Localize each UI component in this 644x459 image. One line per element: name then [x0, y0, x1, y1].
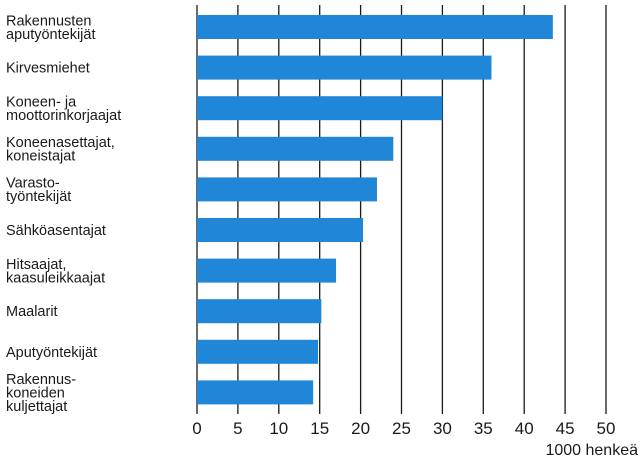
category-label: Sähköasentajat	[6, 223, 106, 239]
x-tick-label: 45	[556, 419, 575, 438]
x-axis-unit-label: 1000 henkeä	[545, 442, 638, 459]
bar	[197, 55, 492, 80]
bars	[197, 15, 553, 405]
category-label: Rakennusten aputyöntekijät	[6, 13, 95, 43]
bar	[197, 96, 443, 121]
category-label: Rakennus-koneiden kuljettajat	[6, 372, 76, 415]
category-label: Koneenasettajat, koneistajat	[6, 135, 115, 165]
category-label: Aputyöntekijät	[6, 345, 97, 361]
x-tick-label: 50	[597, 419, 616, 438]
category-label: Koneen- ja moottorinkorjaajat	[6, 94, 121, 124]
x-tick-label: 15	[310, 419, 329, 438]
x-tick-label: 20	[351, 419, 370, 438]
bar	[197, 136, 394, 161]
x-tick-label: 5	[233, 419, 242, 438]
x-tick-label: 0	[192, 419, 201, 438]
category-label: Kirvesmiehet	[6, 61, 90, 77]
x-tick-label: 30	[433, 419, 452, 438]
x-tick-label: 25	[392, 419, 411, 438]
bar	[197, 218, 364, 242]
bar	[197, 380, 314, 405]
bar	[197, 299, 322, 324]
x-tick-label: 40	[515, 419, 534, 438]
bar	[197, 339, 319, 364]
category-label: Maalarit	[6, 304, 58, 320]
bar	[197, 177, 377, 202]
bar	[197, 15, 553, 39]
category-labels: Rakennusten aputyöntekijät Kirvesmiehet Kon…	[6, 13, 121, 415]
category-label: Varasto-työntekijät	[6, 176, 71, 206]
bar	[197, 258, 337, 283]
x-tick-label: 35	[474, 419, 493, 438]
category-label: Hitsaajat, kaasuleikkaajat	[6, 257, 105, 287]
x-tick-label: 10	[269, 419, 288, 438]
x-tick-labels: 0 5 10 15 20 25 30 35 40 45 50	[192, 419, 615, 438]
